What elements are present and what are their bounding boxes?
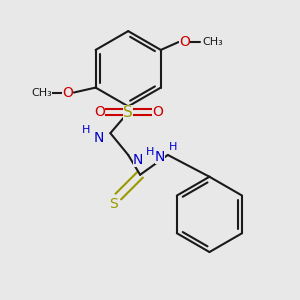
Text: H: H (81, 125, 90, 135)
Text: CH₃: CH₃ (202, 37, 223, 47)
Text: N: N (133, 153, 143, 167)
Text: H: H (169, 142, 177, 152)
Text: O: O (62, 85, 73, 100)
Text: S: S (109, 197, 118, 212)
Text: CH₃: CH₃ (32, 88, 52, 98)
Text: S: S (123, 105, 133, 120)
Text: N: N (93, 131, 104, 145)
Text: O: O (152, 105, 164, 119)
Text: H: H (146, 147, 154, 157)
Text: O: O (94, 105, 105, 119)
Text: N: N (155, 150, 165, 164)
Text: O: O (179, 35, 190, 49)
